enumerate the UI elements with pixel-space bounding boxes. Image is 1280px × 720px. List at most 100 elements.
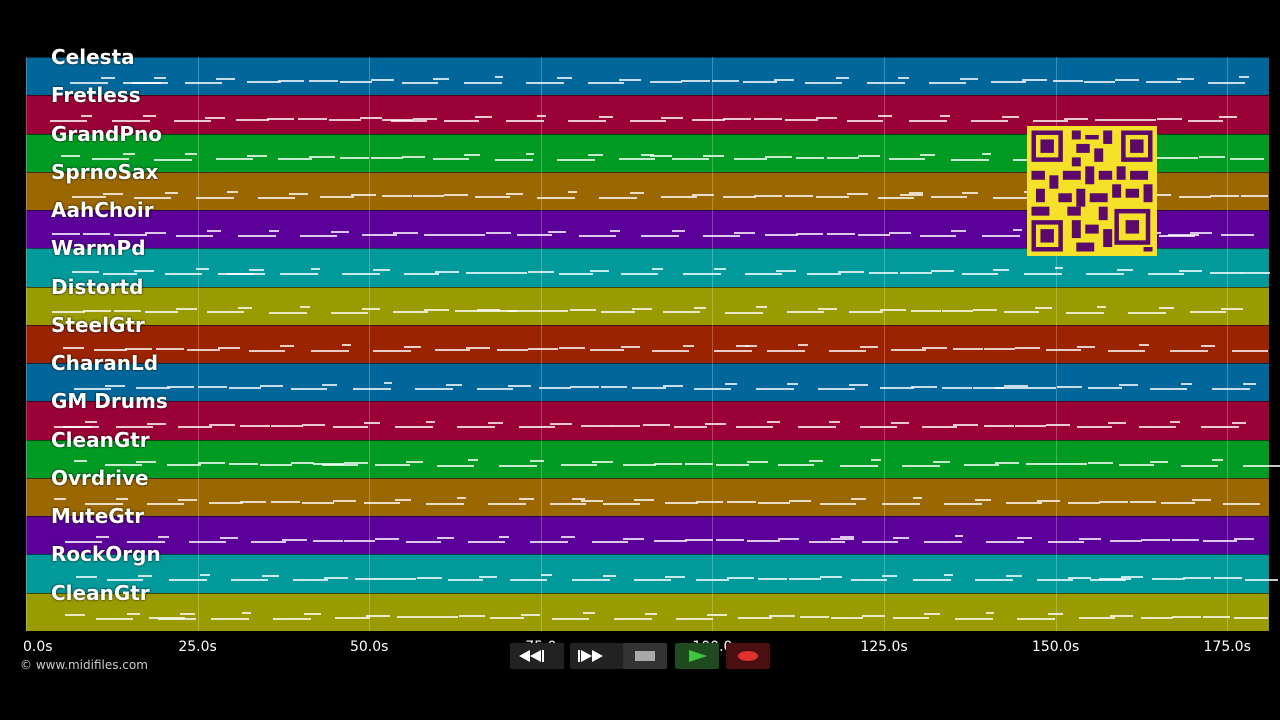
note-mark	[426, 420, 435, 423]
note-mark	[240, 424, 270, 427]
note-mark	[785, 119, 818, 122]
note-mark	[105, 384, 126, 387]
rewind-button[interactable]	[510, 643, 564, 669]
play-button[interactable]	[675, 643, 719, 669]
note-mark	[293, 578, 329, 581]
note-mark	[661, 196, 698, 199]
note-mark	[756, 388, 794, 391]
note-mark	[940, 114, 950, 117]
note-mark	[1037, 579, 1073, 581]
note-mark	[528, 270, 554, 273]
note-mark	[955, 535, 964, 538]
note-mark	[101, 77, 115, 80]
note-mark	[242, 611, 251, 614]
note-mark	[54, 497, 66, 500]
note-mark	[1099, 501, 1129, 504]
note-mark	[982, 235, 1020, 238]
play-icon	[689, 650, 707, 662]
note-mark	[238, 235, 276, 238]
note-mark	[621, 273, 659, 276]
note-mark	[1203, 540, 1237, 543]
note-mark	[641, 235, 679, 238]
note-mark	[92, 158, 130, 161]
note-mark	[681, 80, 710, 83]
note-mark	[497, 348, 529, 351]
note-mark	[300, 234, 338, 237]
note-mark	[313, 463, 344, 466]
note-mark	[1199, 156, 1225, 159]
note-mark	[404, 345, 421, 348]
note-mark	[867, 82, 905, 85]
note-mark	[820, 502, 856, 505]
note-mark	[271, 425, 303, 428]
note-mark	[123, 153, 135, 156]
note-mark	[526, 82, 564, 84]
note-mark	[840, 536, 855, 539]
note-mark	[103, 193, 124, 196]
note-mark	[550, 423, 573, 426]
note-mark	[736, 426, 773, 429]
note-mark	[116, 497, 128, 500]
note-mark	[413, 117, 438, 120]
record-button[interactable]	[726, 643, 770, 669]
note-mark	[592, 461, 614, 464]
note-mark	[479, 575, 498, 578]
note-mark	[52, 310, 85, 313]
note-mark	[413, 195, 445, 198]
note-mark	[269, 229, 280, 232]
note-mark	[796, 156, 825, 159]
note-mark	[692, 193, 714, 196]
note-mark	[789, 578, 822, 581]
note-mark	[424, 233, 455, 236]
note-mark	[105, 464, 142, 467]
note-mark	[1170, 420, 1180, 423]
note-mark	[366, 614, 390, 617]
note-mark	[508, 385, 532, 388]
note-mark	[1022, 79, 1048, 82]
track-label: Fretless	[51, 83, 141, 108]
note-mark	[198, 462, 225, 465]
note-mark	[754, 194, 782, 197]
stop-button[interactable]	[623, 643, 667, 669]
note-mark	[395, 498, 412, 501]
note-mark	[63, 426, 100, 429]
note-mark	[1201, 426, 1239, 429]
track-label: WarmPd	[51, 236, 146, 261]
note-mark	[986, 541, 1024, 544]
note-mark	[1095, 118, 1126, 121]
note-mark	[1121, 576, 1143, 579]
note-mark	[809, 540, 846, 543]
note-mark	[1053, 80, 1084, 83]
note-mark	[665, 575, 686, 578]
note-mark	[271, 501, 301, 504]
note-mark	[189, 541, 227, 544]
note-mark	[1033, 119, 1069, 122]
track-lane	[26, 592, 1269, 631]
track-label: Celesta	[51, 45, 135, 69]
note-mark	[654, 462, 682, 465]
note-mark	[362, 234, 397, 237]
note-mark	[960, 78, 979, 81]
qr-code-pattern	[1031, 130, 1153, 252]
note-mark	[765, 234, 799, 237]
note-mark	[767, 349, 805, 352]
note-mark	[736, 344, 750, 347]
note-mark	[1161, 502, 1196, 505]
note-mark	[581, 425, 614, 428]
note-mark	[541, 574, 552, 577]
note-mark	[1055, 267, 1064, 270]
note-mark	[417, 576, 443, 579]
note-mark	[831, 538, 855, 541]
note-mark	[200, 573, 210, 576]
note-mark	[1168, 156, 1198, 159]
note-mark	[333, 500, 357, 503]
note-mark	[882, 574, 898, 577]
note-mark	[1243, 464, 1280, 467]
fast-forward-button[interactable]	[570, 643, 624, 669]
note-mark	[860, 426, 898, 429]
note-mark	[309, 80, 339, 83]
note-mark	[1015, 424, 1046, 427]
note-mark	[599, 115, 614, 118]
note-mark	[1234, 616, 1268, 619]
note-mark	[1192, 499, 1212, 502]
